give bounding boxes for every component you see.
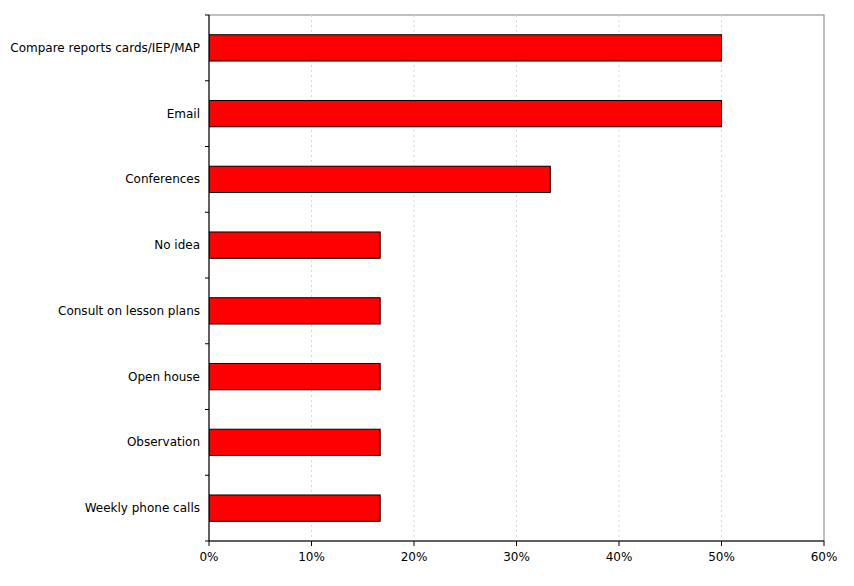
category-label: Observation xyxy=(127,435,200,449)
category-label: Consult on lesson plans xyxy=(58,304,200,318)
y-tick xyxy=(205,278,209,279)
x-axis xyxy=(209,541,824,542)
y-tick xyxy=(205,409,209,410)
grid-line xyxy=(721,15,722,541)
x-tick xyxy=(619,541,620,546)
x-tick xyxy=(209,541,210,546)
chart: 0% 10% 20% 30% 40% 50% 60% Compare reports card… xyxy=(0,0,854,586)
bar xyxy=(209,232,380,258)
category-label: Weekly phone calls xyxy=(85,501,200,515)
bar xyxy=(209,35,722,61)
x-tick-label: 20% xyxy=(401,550,428,564)
bar xyxy=(209,298,380,324)
category-label: Email xyxy=(167,107,200,121)
y-tick xyxy=(205,343,209,344)
x-tick xyxy=(414,541,415,546)
grid-line xyxy=(414,15,415,541)
x-tick xyxy=(824,541,825,546)
plot-frame xyxy=(209,15,824,541)
bars xyxy=(209,35,722,522)
x-tick xyxy=(516,541,517,546)
category-label: Conferences xyxy=(125,172,200,186)
x-tick-label: 40% xyxy=(606,550,633,564)
y-tick xyxy=(205,475,209,476)
category-label: No idea xyxy=(154,238,200,252)
bar xyxy=(209,166,550,192)
x-tick-label: 10% xyxy=(298,550,325,564)
x-tick-label: 60% xyxy=(811,550,838,564)
x-tick-label: 0% xyxy=(199,550,218,564)
grid-line xyxy=(516,15,517,541)
x-tick-label: 50% xyxy=(708,550,735,564)
bar xyxy=(209,363,380,389)
bar xyxy=(209,495,380,521)
y-axis xyxy=(209,15,210,541)
grid-line xyxy=(619,15,620,541)
x-tick xyxy=(311,541,312,546)
x-tick xyxy=(721,541,722,546)
y-tick xyxy=(205,15,209,16)
bar xyxy=(209,429,380,455)
y-tick xyxy=(205,541,209,542)
y-tick xyxy=(205,146,209,147)
bar xyxy=(209,100,722,126)
category-label: Compare reports cards/IEP/MAP xyxy=(10,41,200,55)
grid-line xyxy=(311,15,312,541)
y-tick xyxy=(205,80,209,81)
x-tick-label: 30% xyxy=(503,550,530,564)
category-label: Open house xyxy=(128,370,200,384)
y-tick xyxy=(205,212,209,213)
